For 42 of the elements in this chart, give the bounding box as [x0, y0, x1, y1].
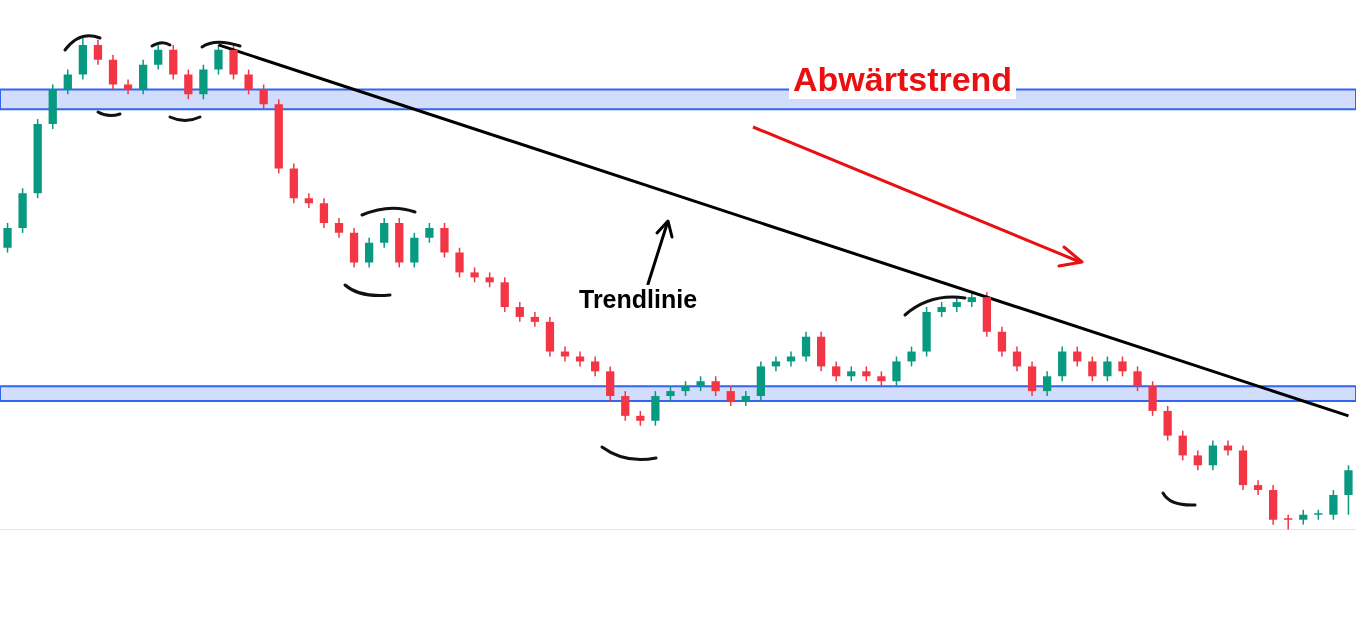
candlestick	[259, 83, 268, 110]
candlestick	[154, 44, 163, 71]
candlestick	[1012, 345, 1022, 373]
candlestick	[1253, 479, 1263, 496]
candlestick	[304, 192, 314, 209]
candlestick	[63, 68, 72, 96]
candlestick	[3, 222, 12, 254]
candlestick	[1208, 439, 1218, 471]
candlestick	[741, 390, 750, 407]
annotation: Abwärtstrend	[789, 60, 1017, 100]
candlestick	[1133, 365, 1142, 392]
candlestick	[334, 217, 344, 239]
candlestick	[771, 355, 781, 373]
candlestick	[1284, 514, 1293, 531]
candlestick	[455, 246, 464, 279]
candlestick	[726, 385, 735, 407]
candlestick	[1118, 355, 1127, 378]
candlestick	[1088, 355, 1097, 382]
candlestick	[380, 217, 389, 249]
candlestick	[364, 237, 374, 269]
candlestick	[319, 197, 329, 229]
candlestick	[1103, 355, 1112, 382]
candlestick	[214, 44, 223, 76]
candlestick	[515, 301, 524, 323]
candlestick	[801, 331, 811, 363]
candlestick	[832, 360, 841, 382]
candlestick	[997, 326, 1007, 358]
candlestick	[590, 355, 600, 378]
annotation: Trendlinie	[575, 285, 702, 314]
candlestick	[93, 39, 103, 66]
candlestick	[1042, 370, 1052, 397]
candlestick	[425, 222, 434, 244]
candlestick	[711, 375, 720, 397]
candlestick	[621, 390, 630, 422]
candlestick	[1329, 489, 1338, 521]
candlestick	[907, 345, 916, 368]
candlestick	[892, 355, 901, 387]
candlestick	[1193, 449, 1202, 471]
candlestick	[244, 68, 253, 96]
candlestick	[184, 68, 193, 101]
candlestick	[1178, 429, 1187, 462]
candlestick	[530, 311, 540, 328]
